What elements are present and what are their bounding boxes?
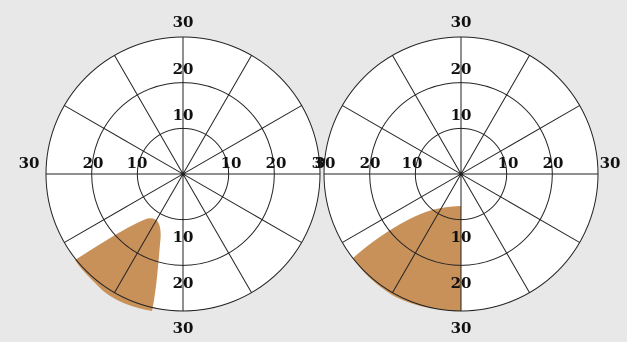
meridian-60 [182,55,252,175]
meridian-300 [460,173,530,293]
label-bottom-10: 10 [451,228,472,246]
label-right-20: 20 [266,154,287,172]
meridian-330 [182,173,302,243]
meridian-30 [182,105,302,175]
scotoma-defect [75,218,161,311]
polar-grid [45,36,321,312]
label-top-10: 10 [173,106,194,124]
degree-labels: 30 20 10 30 20 10 10 20 30 10 20 30 [315,13,621,337]
meridian-60 [460,55,530,175]
label-top-10: 10 [451,106,472,124]
label-left-20: 20 [360,154,381,172]
meridian-240 [392,173,462,293]
label-left-30: 30 [315,154,336,172]
label-left-30: 30 [19,154,40,172]
meridian-150 [342,105,462,175]
label-bottom-30: 30 [451,319,472,337]
degree-labels: 30 20 10 30 20 10 10 20 30 10 20 30 [19,13,333,337]
meridian-300 [182,173,252,293]
label-right-10: 10 [498,154,519,172]
left-visual-field: 30 20 10 30 20 10 10 20 30 10 20 30 [19,13,333,337]
meridian-240 [114,173,184,293]
meridian-210 [64,173,184,243]
label-top-30: 30 [173,13,194,31]
label-right-30: 30 [600,154,621,172]
label-bottom-10: 10 [173,228,194,246]
label-left-10: 10 [127,154,148,172]
label-right-20: 20 [543,154,564,172]
label-top-20: 20 [451,60,472,78]
meridian-150 [64,105,184,175]
label-bottom-20: 20 [173,274,194,292]
meridian-210 [342,173,462,243]
label-top-20: 20 [173,60,194,78]
label-bottom-20: 20 [451,274,472,292]
label-left-20: 20 [83,154,104,172]
label-top-30: 30 [451,13,472,31]
meridian-120 [114,55,184,175]
polar-grid [323,36,599,312]
label-right-10: 10 [221,154,242,172]
label-left-10: 10 [402,154,423,172]
meridian-30 [460,105,580,175]
right-visual-field: 30 20 10 30 20 10 10 20 30 10 20 30 [315,13,621,337]
meridian-120 [392,55,462,175]
meridian-330 [460,173,580,243]
label-bottom-30: 30 [173,319,194,337]
